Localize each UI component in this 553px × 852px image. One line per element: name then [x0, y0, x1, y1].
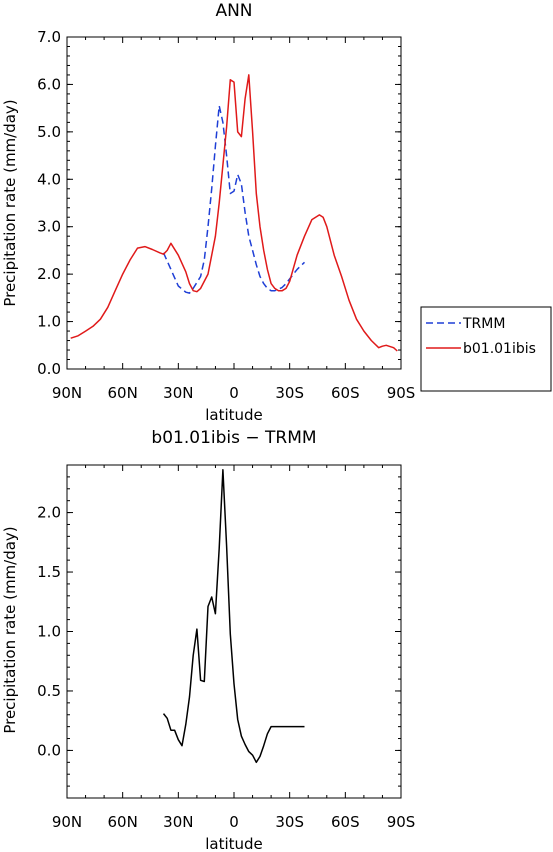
top-y-tick-label: 0.0: [37, 360, 61, 378]
bottom-series-line-0: [162, 469, 305, 764]
bottom-x-tick-label: 0: [229, 813, 239, 831]
top-y-tick-label: 1.0: [37, 313, 61, 331]
top-series-lines: [70, 74, 398, 352]
top-x-tick-label: 30N: [163, 384, 193, 402]
top-y-tick-label: 3.0: [37, 218, 61, 236]
top-series-line-trmm: [162, 105, 306, 294]
bottom-plot-frame: [66, 464, 402, 799]
top-x-tick-label: 0: [229, 384, 239, 402]
bottom-x-tick-label: 90S: [387, 813, 416, 831]
top-y-axis-label: Precipitation rate (mm/day): [1, 99, 19, 306]
top-x-tick-label: 90S: [387, 384, 416, 402]
bottom-chart-title: b01.01ibis − TRMM: [151, 428, 316, 448]
top-y-tick-label: 6.0: [37, 75, 61, 93]
bottom-series-lines: [162, 469, 305, 764]
bottom-y-axis-label: Precipitation rate (mm/day): [1, 526, 19, 733]
bottom-x-tick-label: 60S: [331, 813, 360, 831]
bottom-y-tick-label: 1.5: [37, 563, 61, 581]
legend-model-label: b01.01ibis: [463, 341, 536, 357]
bottom-y-tick-label: 2.0: [37, 504, 61, 522]
top-panel: ANN 90N 60N 30N 0 30S 60S 90S 0.0 1.0 2.0 3.0 4.0 5.…: [1, 1, 415, 424]
bottom-y-tick-label: 0.0: [37, 741, 61, 759]
bottom-axis-ticks: 90N 60N 30N 0 30S 60S 90S 0.0 0.5 1.0 1.5 2.0: [37, 465, 415, 831]
top-y-tick-label: 7.0: [37, 28, 61, 46]
bottom-y-tick-label: 0.5: [37, 682, 61, 700]
top-x-tick-label: 30S: [275, 384, 304, 402]
bottom-x-tick-label: 60N: [108, 813, 138, 831]
top-x-tick-label: 60S: [331, 384, 360, 402]
bottom-x-tick-label: 30N: [163, 813, 193, 831]
top-y-tick-label: 2.0: [37, 265, 61, 283]
top-series-line-b01-01ibis: [70, 74, 398, 352]
bottom-x-axis-label: latitude: [205, 835, 263, 852]
top-y-tick-label: 5.0: [37, 123, 61, 141]
legend: TRMM b01.01ibis: [420, 306, 552, 392]
bottom-x-tick-label: 30S: [275, 813, 304, 831]
top-axis-ticks: 90N 60N 30N 0 30S 60S 90S 0.0 1.0 2.0 3.0 4.0 5.0 6.0…: [37, 28, 415, 402]
bottom-y-tick-label: 1.0: [37, 623, 61, 641]
top-y-tick-label: 4.0: [37, 170, 61, 188]
bottom-panel: b01.01ibis − TRMM 90N 60N 30N 0 30S 60S 90S 0.0…: [1, 428, 415, 852]
bottom-x-tick-label: 90N: [52, 813, 82, 831]
legend-trmm-label: TRMM: [462, 316, 505, 332]
legend-box: [420, 306, 552, 392]
top-x-tick-label: 60N: [108, 384, 138, 402]
top-chart-title: ANN: [215, 1, 252, 21]
top-x-tick-label: 90N: [52, 384, 82, 402]
top-x-axis-label: latitude: [205, 406, 263, 424]
